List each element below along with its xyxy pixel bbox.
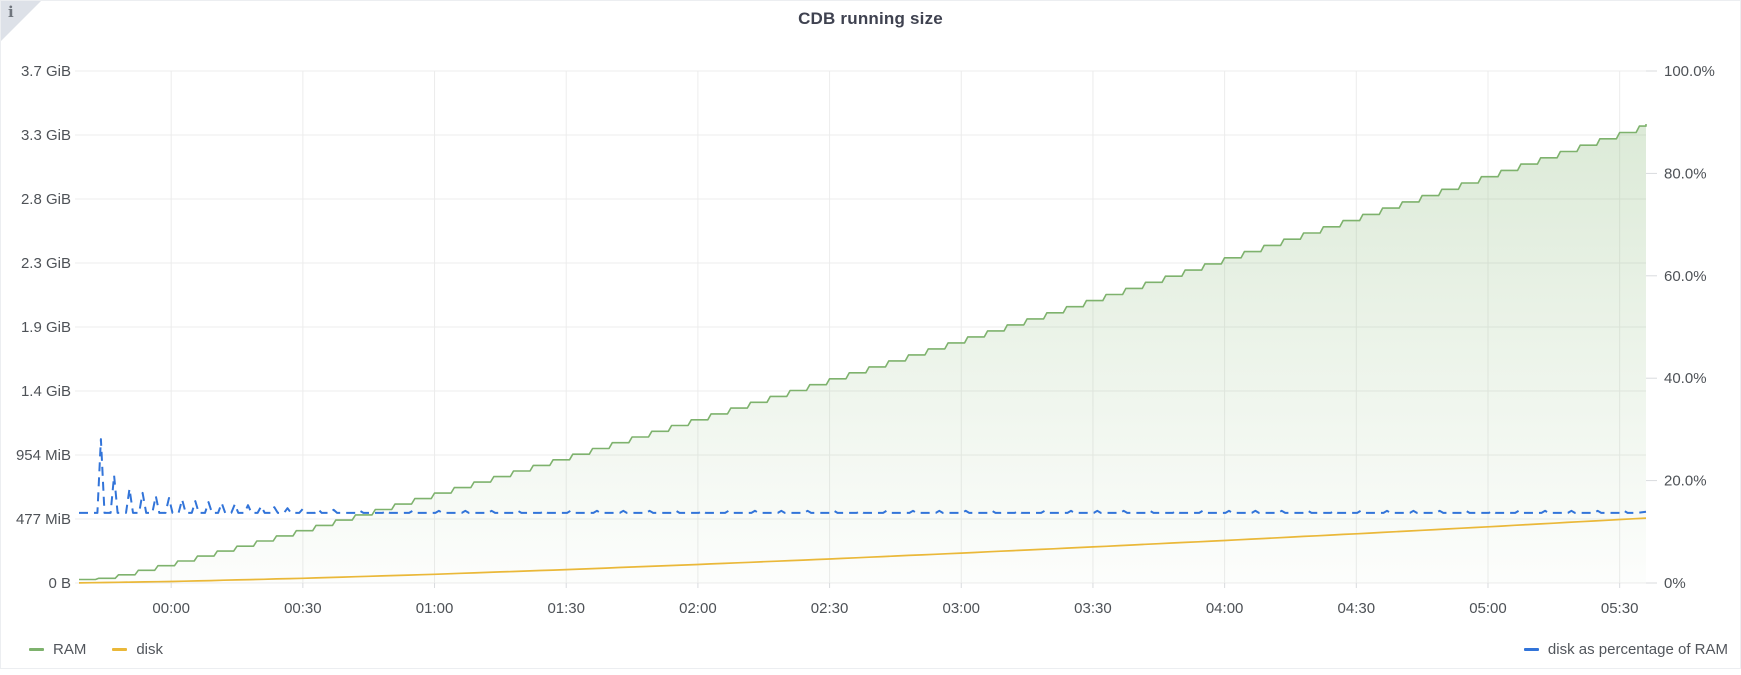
x-axis-label: 04:30 — [1338, 600, 1376, 617]
y-axis-right-label: 100.0% — [1664, 63, 1715, 80]
legend-item-disk-percentage[interactable]: disk as percentage of RAM — [1523, 641, 1728, 658]
x-axis-label: 00:00 — [152, 600, 190, 617]
x-axis-label: 01:00 — [416, 600, 454, 617]
y-axis-right-label: 0% — [1664, 575, 1686, 592]
y-axis-left-label: 2.3 GiB — [21, 255, 71, 272]
series-ram-area — [79, 124, 1646, 583]
legend-right: disk as percentage of RAM — [1523, 641, 1728, 658]
y-axis-left-label: 954 MiB — [16, 447, 71, 464]
y-axis-left-label: 477 MiB — [16, 511, 71, 528]
y-axis-right-label: 80.0% — [1664, 165, 1707, 182]
series-disk-line — [78, 517, 1647, 584]
x-axis-label: 05:00 — [1469, 600, 1507, 617]
legend-item-ram[interactable]: RAM — [29, 641, 86, 658]
legend-item-disk[interactable]: disk — [112, 641, 163, 658]
info-icon: i — [8, 3, 14, 21]
y-axis-right-label: 20.0% — [1664, 473, 1707, 490]
y-axis-left-label: 2.8 GiB — [21, 191, 71, 208]
x-axis-label: 03:30 — [1074, 600, 1112, 617]
y-axis-left-label: 1.9 GiB — [21, 319, 71, 336]
legend-swatch-disk-percentage — [1523, 648, 1539, 651]
x-axis-label: 04:00 — [1206, 600, 1244, 617]
y-axis-right-label: 40.0% — [1664, 370, 1707, 387]
panel-title[interactable]: CDB running size — [798, 9, 943, 28]
x-axis-label: 01:30 — [547, 600, 585, 617]
x-axis-label: 03:00 — [942, 600, 980, 617]
legend-label-disk-percentage: disk as percentage of RAM — [1547, 641, 1728, 658]
y-axis-left-label: 1.4 GiB — [21, 383, 71, 400]
y-axis-left-label: 0 B — [48, 575, 71, 592]
y-axis-left-label: 3.7 GiB — [21, 63, 71, 80]
legend-swatch-disk — [112, 648, 128, 651]
series-ram-line — [79, 124, 1647, 581]
x-axis-label: 05:30 — [1601, 600, 1639, 617]
x-axis-label: 02:30 — [811, 600, 849, 617]
y-axis-left-label: 3.3 GiB — [21, 127, 71, 144]
panel-info-corner[interactable]: i — [1, 1, 41, 41]
x-axis-label: 02:00 — [679, 600, 717, 617]
x-axis-label: 00:30 — [284, 600, 322, 617]
legend-label-disk: disk — [136, 641, 164, 658]
legend-left: RAM disk — [29, 641, 163, 658]
legend-swatch-ram — [29, 648, 44, 651]
series-disk-percentage-line — [79, 438, 1647, 514]
legend-label-ram: RAM — [53, 641, 87, 658]
y-axis-right-label: 60.0% — [1664, 268, 1707, 285]
